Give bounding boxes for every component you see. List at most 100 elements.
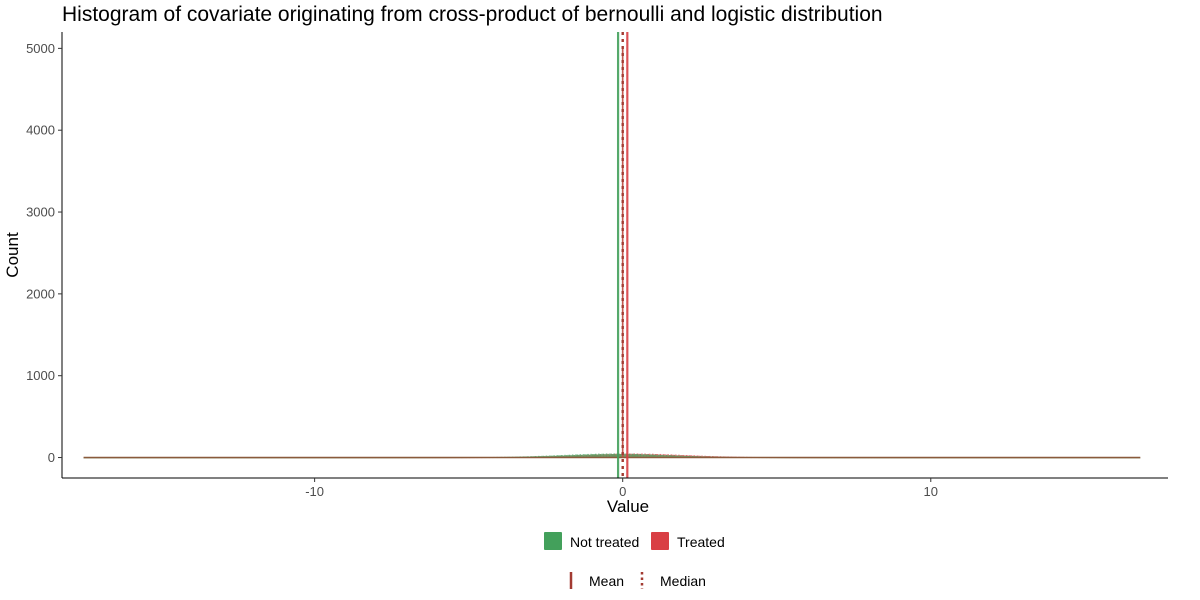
histogram-bar: [542, 455, 545, 458]
histogram-bar: [556, 455, 559, 458]
histogram-bar: [630, 454, 632, 458]
histogram-bar: [670, 455, 672, 458]
histogram-bar: [659, 455, 662, 458]
x-tick-label: 0: [619, 484, 626, 499]
histogram-bar: [541, 455, 543, 458]
histogram-bar: [681, 455, 683, 458]
histogram-bar: [684, 455, 686, 458]
histogram-bar: [537, 455, 540, 458]
y-tick-label: 2000: [26, 286, 55, 301]
y-tick-label: 5000: [26, 41, 55, 56]
histogram-bar: [638, 454, 640, 458]
histogram-bar: [661, 454, 663, 458]
histogram-bar: [635, 453, 637, 458]
histogram-bar: [596, 454, 599, 458]
histogram-bar: [655, 454, 657, 458]
histogram-bar: [653, 454, 656, 458]
histogram-bar: [588, 454, 591, 458]
x-tick-label: -10: [305, 484, 324, 499]
histogram-bar: [648, 455, 651, 458]
histogram-bar: [578, 454, 580, 458]
histogram-bar: [554, 455, 557, 458]
histogram-bar: [604, 454, 606, 458]
y-tick-label: 4000: [26, 123, 55, 138]
histogram-bar: [550, 455, 552, 458]
histogram-bar: [692, 455, 694, 458]
histogram-bar: [624, 453, 626, 458]
histogram-bar: [665, 454, 668, 458]
y-axis-ticks: 0 1000 2000 3000 4000 5000: [26, 41, 62, 465]
y-tick-label: 0: [48, 450, 55, 465]
histogram-bar: [561, 455, 563, 458]
histogram-bar: [590, 453, 592, 458]
y-tick-label: 1000: [26, 368, 55, 383]
legend-linetype: Mean Median: [569, 572, 706, 589]
chart-title: Histogram of covariate originating from …: [62, 3, 883, 26]
histogram-bar: [676, 455, 679, 458]
histogram-bar: [594, 453, 597, 458]
histogram-bar: [568, 454, 571, 458]
legend-fill: Not treated Treated: [544, 532, 725, 550]
histogram-bar: [619, 453, 622, 458]
histogram-bar: [599, 454, 602, 458]
histogram-bar: [573, 454, 575, 458]
histogram-bar: [641, 454, 643, 458]
histogram-bar: [636, 453, 639, 458]
y-tick-label: 3000: [26, 205, 55, 220]
histogram-bar: [656, 455, 659, 458]
histogram-bar: [642, 454, 645, 458]
histogram-bar: [559, 455, 562, 458]
histogram-bar: [564, 454, 566, 458]
histogram-bar: [651, 454, 654, 458]
histogram-bar: [547, 455, 549, 458]
legend-swatch-not-treated: [544, 532, 562, 550]
histogram-bar: [567, 454, 569, 458]
histogram-bar: [679, 455, 682, 458]
histogram-bar: [615, 454, 617, 458]
histogram-bar: [581, 454, 583, 458]
histogram-bar: [579, 454, 582, 458]
histogram-bar: [570, 455, 572, 458]
histogram-bar: [605, 453, 608, 458]
histogram-bar: [650, 454, 652, 458]
histogram-bar: [628, 453, 631, 458]
histogram-bar: [611, 454, 614, 458]
histogram-bar: [658, 454, 660, 458]
legend-label-not-treated: Not treated: [570, 534, 639, 550]
histogram-bar: [644, 454, 646, 458]
histogram-bar: [587, 453, 589, 458]
histogram-bar: [544, 455, 546, 458]
histogram-bar: [551, 455, 554, 458]
legend-swatch-treated: [651, 532, 669, 550]
histogram-bar: [602, 453, 605, 458]
histogram-bar: [675, 455, 677, 458]
legend-label-median: Median: [660, 573, 706, 589]
histogram-bar: [534, 456, 537, 458]
histogram-bar: [647, 454, 649, 458]
histogram-bar: [598, 453, 600, 458]
x-tick-label: 10: [924, 484, 938, 499]
legend-label-mean: Mean: [589, 573, 624, 589]
legend-label-treated: Treated: [677, 534, 725, 550]
histogram-bar: [591, 454, 594, 458]
histogram-bar: [613, 453, 615, 458]
histogram-bar: [585, 454, 588, 458]
histogram-bar: [548, 455, 551, 458]
plot-area: [83, 32, 1141, 478]
histogram-bar: [662, 454, 665, 458]
peak-spike-bar: [621, 48, 624, 458]
histogram-bar: [584, 454, 586, 458]
histogram-bar: [645, 454, 648, 458]
x-axis-title: Value: [607, 497, 649, 516]
histogram-bar: [571, 454, 574, 458]
histogram-bar: [610, 453, 612, 458]
histogram-bar: [565, 455, 568, 458]
histogram-bar: [678, 455, 680, 458]
histogram-bar: [593, 454, 595, 458]
histogram-bar: [633, 454, 636, 458]
histogram-bar: [667, 455, 669, 458]
histogram-bar: [558, 455, 560, 458]
histogram-bar: [607, 454, 609, 458]
histogram-bar: [687, 455, 689, 458]
